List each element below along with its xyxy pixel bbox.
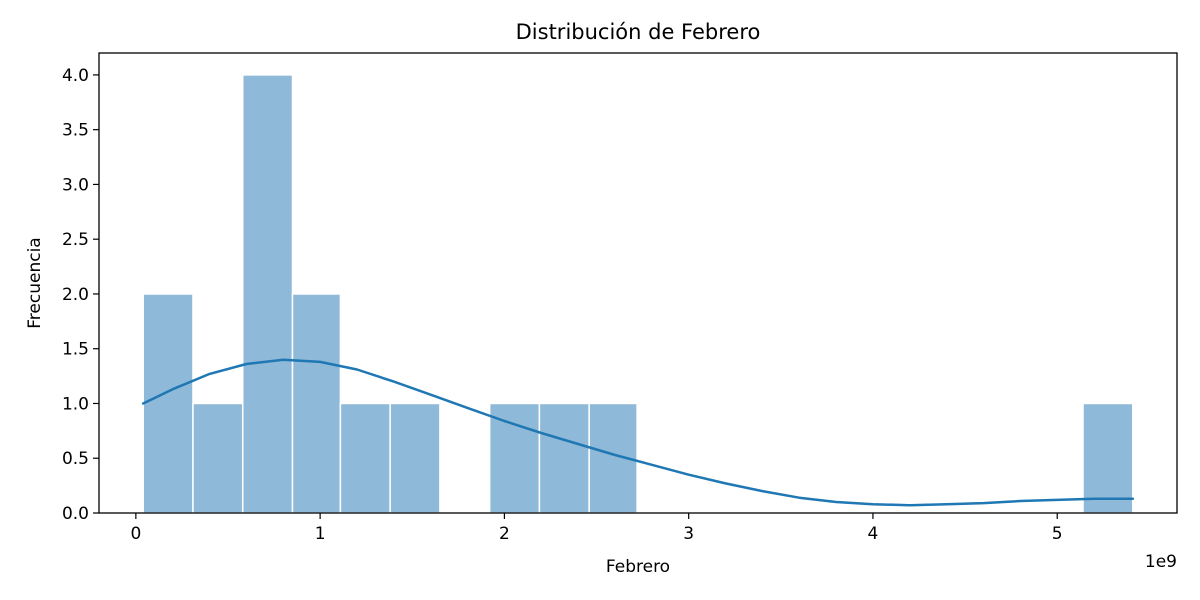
x-tick-label: 2 — [499, 524, 510, 544]
kde-line — [141, 358, 1135, 507]
histogram-bar — [291, 293, 342, 514]
histogram-bar — [142, 293, 194, 514]
y-tick-label: 2.0 — [62, 285, 89, 305]
chart-title: Distribución de Febrero — [516, 20, 761, 44]
x-tick-label: 0 — [130, 524, 141, 544]
y-tick-label: 1.5 — [62, 340, 89, 360]
y-tick-label: 2.5 — [62, 230, 89, 250]
x-axis-ticks: 0 1 2 3 4 5 — [130, 513, 1063, 544]
y-tick-label: 1.0 — [62, 394, 89, 414]
histogram-bar — [389, 402, 441, 514]
y-tick-label: 3.0 — [62, 175, 89, 195]
histogram-bars — [142, 74, 1134, 514]
histogram-bar — [339, 402, 391, 514]
histogram-bar — [1082, 402, 1134, 514]
x-tick-label: 1 — [315, 524, 326, 544]
y-axis-title: Frecuencia — [25, 237, 45, 328]
x-tick-label: 5 — [1052, 524, 1063, 544]
plot-frame — [98, 52, 1178, 514]
histogram-bar — [538, 402, 590, 514]
x-tick-label: 4 — [868, 524, 879, 544]
histogram-bar — [192, 402, 244, 514]
kde-layer — [141, 358, 1135, 507]
x-axis-offset-label: 1e9 — [1145, 552, 1177, 572]
y-tick-label: 3.5 — [62, 121, 89, 141]
y-tick-label: 0.5 — [62, 449, 89, 469]
x-tick-label: 3 — [683, 524, 694, 544]
y-tick-label: 0.0 — [62, 504, 89, 524]
x-axis-title: Febrero — [606, 557, 670, 577]
y-axis-ticks: 0.0 0.5 1.0 1.5 2.0 2.5 3.0 3.5 4.0 — [62, 66, 99, 524]
histogram-bar — [488, 402, 541, 514]
histogram-bar — [241, 74, 294, 514]
y-tick-label: 4.0 — [62, 66, 89, 86]
